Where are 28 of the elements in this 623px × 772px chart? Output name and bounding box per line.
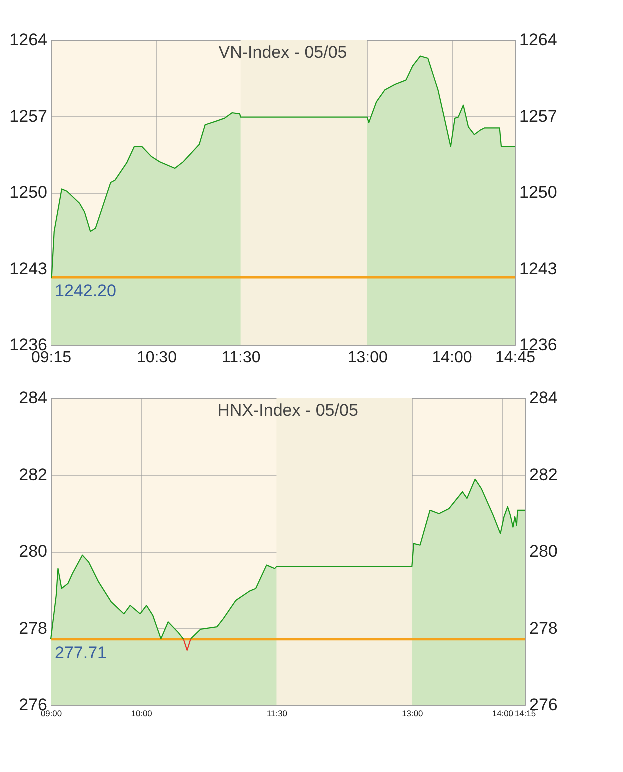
x-tick-label: 14:00: [432, 350, 472, 366]
x-tick-label: 11:30: [267, 708, 288, 718]
y-tick-label: 1264: [10, 30, 48, 50]
x-tick-label: 10:00: [131, 708, 153, 718]
y-tick-label: 278: [19, 618, 48, 638]
y2-tick-label: 278: [530, 618, 558, 638]
chart-title: VN-Index - 05/05: [218, 43, 348, 62]
chart-title: HNX-Index - 05/05: [218, 401, 358, 420]
y-tick-label: 284: [19, 388, 48, 408]
y2-tick-label: 284: [530, 388, 558, 408]
y2-tick-label: 280: [530, 542, 558, 561]
y2-tick-label: 282: [530, 465, 558, 484]
x-tick-label: 11:30: [222, 350, 261, 366]
x-tick-label: 13:00: [402, 708, 424, 718]
y-tick-label: 1250: [10, 183, 48, 202]
y2-tick-label: 1243: [520, 259, 558, 278]
y-tick-label: 1243: [10, 259, 48, 278]
x-tick-label: 10:30: [136, 350, 178, 366]
y2-tick-label: 1257: [520, 106, 558, 126]
ref-line-label: 277.71: [55, 643, 107, 662]
y2-tick-label: 1250: [520, 183, 558, 202]
x-tick-label: 14:00: [492, 708, 514, 718]
y2-tick-label: 1264: [520, 30, 558, 50]
y-tick-label: 280: [19, 542, 48, 561]
y-tick-label: 1257: [10, 106, 48, 126]
y-tick-label: 282: [19, 465, 48, 484]
ref-line-label: 1242.20: [55, 281, 116, 300]
x-tick-label: 13:00: [348, 350, 388, 366]
